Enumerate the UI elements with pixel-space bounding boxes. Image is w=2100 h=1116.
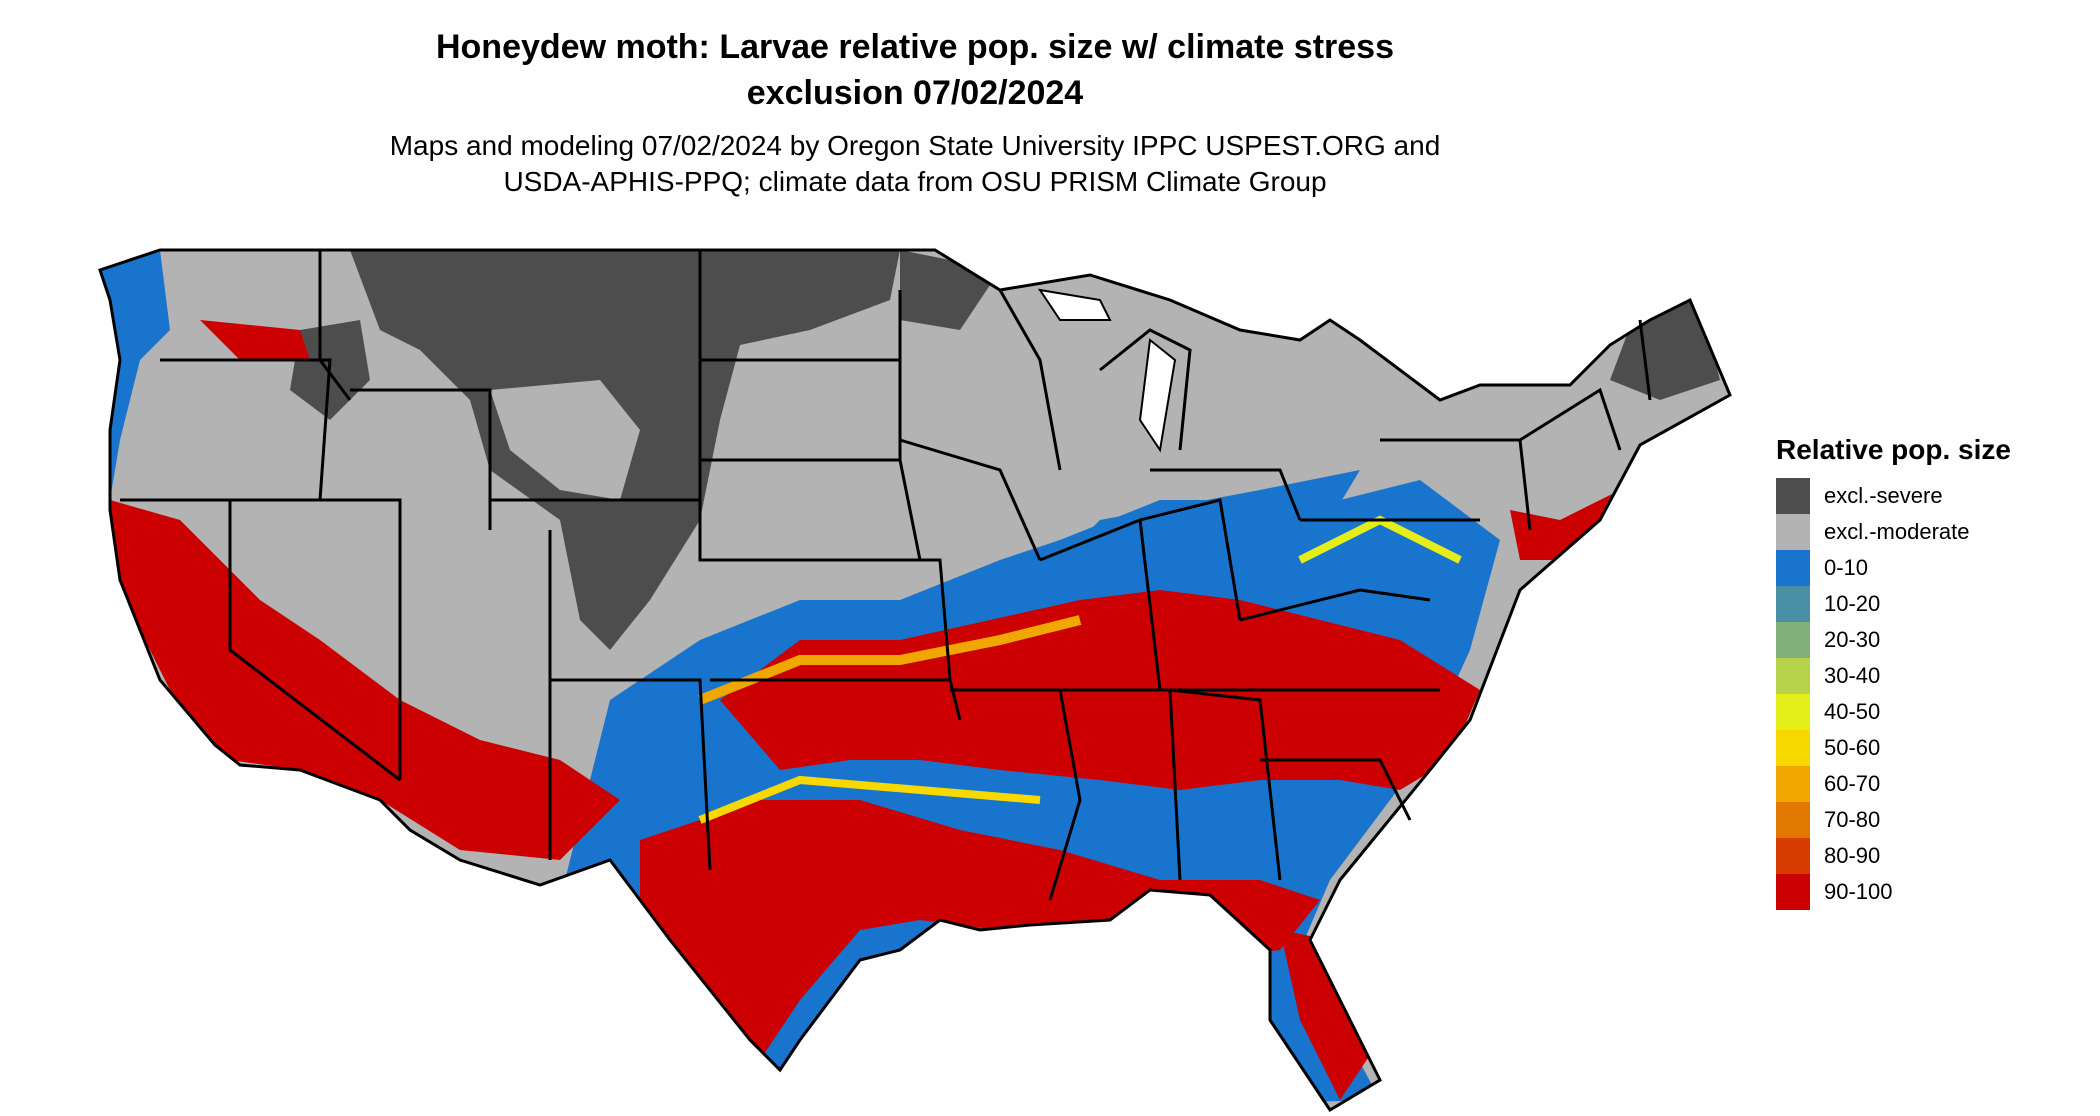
map-title: Honeydew moth: Larvae relative pop. size… xyxy=(0,24,1830,116)
excl-moderate-patch xyxy=(490,380,640,500)
legend-item: 50-60 xyxy=(1776,730,2096,766)
great-lakes xyxy=(1037,288,1177,453)
blue-zone-pnw xyxy=(100,250,170,500)
legend-swatch xyxy=(1776,874,1810,910)
legend-swatch xyxy=(1776,694,1810,730)
map-legend: Relative pop. size excl.-severe excl.-mod… xyxy=(1776,432,2096,910)
legend-label: 60-70 xyxy=(1824,771,1881,796)
excl-severe-maine xyxy=(1610,300,1720,400)
legend-swatch xyxy=(1776,838,1810,874)
legend-item: 20-30 xyxy=(1776,622,2096,658)
legend-label: 70-80 xyxy=(1824,807,1881,832)
legend-item: 10-20 xyxy=(1776,586,2096,622)
legend-label: 0-10 xyxy=(1824,555,1869,580)
legend-label: 50-60 xyxy=(1824,735,1881,760)
transition-band-1 xyxy=(698,615,1082,705)
legend-label: excl.-moderate xyxy=(1824,519,1970,544)
legend-item: 30-40 xyxy=(1776,658,2096,694)
legend-item: 70-80 xyxy=(1776,802,2096,838)
red-zone-gulf xyxy=(640,800,1320,1060)
transition-band-2 xyxy=(698,775,1041,824)
legend-label: 40-50 xyxy=(1824,699,1881,724)
map-raster xyxy=(100,250,1730,1110)
legend-swatch xyxy=(1776,730,1810,766)
map-subtitle: Maps and modeling 07/02/2024 by Oregon S… xyxy=(0,128,1830,200)
legend-label: excl.-severe xyxy=(1824,483,1943,508)
legend-item: 60-70 xyxy=(1776,766,2096,802)
legend-label: 20-30 xyxy=(1824,627,1881,652)
legend-swatch xyxy=(1776,622,1810,658)
legend-item: excl.-severe xyxy=(1776,478,2096,514)
state-boundaries xyxy=(98,248,1732,1112)
legend-items: excl.-severe excl.-moderate 0-10 10-20 20-30… xyxy=(1776,478,2096,910)
legend-label: 80-90 xyxy=(1824,843,1881,868)
legend-title: Relative pop. size xyxy=(1776,434,2011,465)
title-line-2: exclusion 07/02/2024 xyxy=(746,74,1084,112)
legend-swatch xyxy=(1776,586,1810,622)
legend-item: excl.-moderate xyxy=(1776,514,2096,550)
legend-swatch xyxy=(1776,658,1810,694)
red-zone-washington xyxy=(200,320,310,360)
title-line-1: Honeydew moth: Larvae relative pop. size… xyxy=(435,28,1394,66)
us-map xyxy=(98,248,1732,1112)
legend-swatch xyxy=(1776,550,1810,586)
legend-swatch xyxy=(1776,802,1810,838)
red-zone-west xyxy=(110,500,620,860)
legend-swatch xyxy=(1776,478,1810,514)
legend-item: 0-10 xyxy=(1776,550,2096,586)
legend-label: 10-20 xyxy=(1824,591,1881,616)
legend-label: 30-40 xyxy=(1824,663,1881,688)
legend-item: 90-100 xyxy=(1776,874,2096,910)
subtitle-line-1: Maps and modeling 07/02/2024 by Oregon S… xyxy=(389,130,1441,161)
legend-swatch xyxy=(1776,766,1810,802)
red-zone-florida xyxy=(1280,930,1380,1100)
legend-item: 40-50 xyxy=(1776,694,2096,730)
subtitle-line-2: USDA-APHIS-PPQ; climate data from OSU PR… xyxy=(503,166,1327,197)
legend-item: 80-90 xyxy=(1776,838,2096,874)
legend-label: 90-100 xyxy=(1824,879,1893,904)
legend-swatch xyxy=(1776,514,1810,550)
